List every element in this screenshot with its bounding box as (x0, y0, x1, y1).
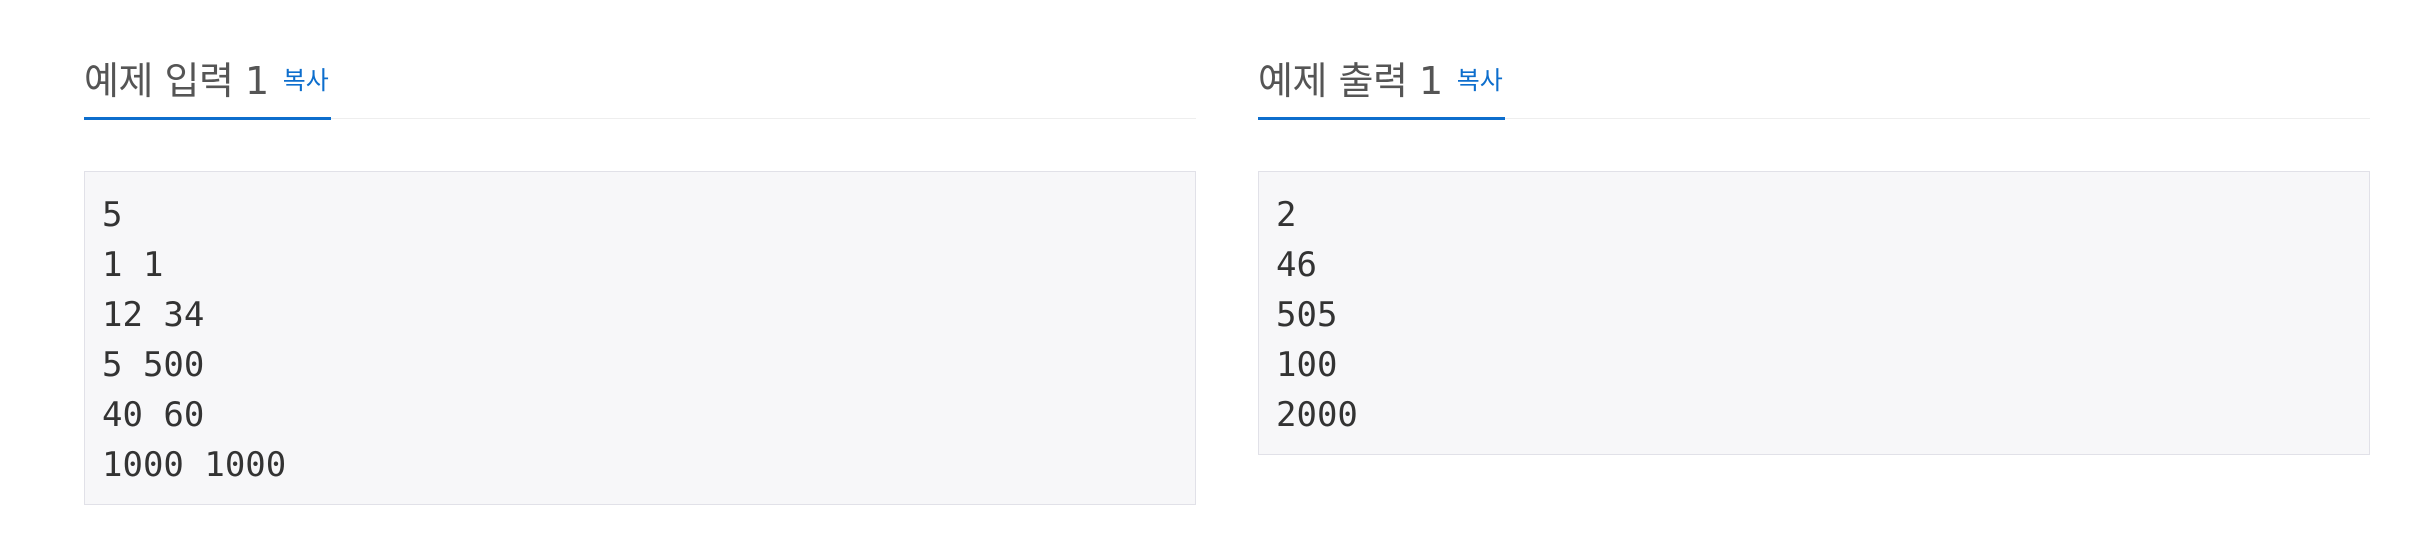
sample-output-line: 46 (1276, 245, 1317, 285)
sample-output-line: 2000 (1276, 395, 1358, 435)
sample-input-line: 5 (102, 195, 123, 235)
copy-input-button[interactable]: 복사 (282, 66, 329, 95)
sample-output-title: 예제 출력 1 (1258, 58, 1443, 103)
sample-input-title-wrap: 예제 입력 1 복사 (84, 37, 331, 120)
sample-output-headline: 예제 출력 1 복사 (1258, 37, 2370, 120)
sample-input-line: 12 34 (102, 295, 205, 335)
sample-input-line: 5 500 (102, 345, 205, 385)
sample-output-line: 2 (1276, 195, 1297, 235)
sample-output-line: 100 (1276, 345, 1338, 385)
copy-output-button[interactable]: 복사 (1456, 66, 1503, 95)
sample-output-title-wrap: 예제 출력 1 복사 (1258, 37, 1505, 120)
sample-input-title: 예제 입력 1 (84, 58, 269, 103)
sample-input-line: 40 60 (102, 395, 205, 435)
sample-input-line: 1000 1000 (102, 445, 287, 485)
sample-input-panel: 예제 입력 1 복사 5 1 1 12 34 5 500 40 60 1000 1000 (84, 40, 1196, 539)
sample-output-block[interactable]: 2 46 505 100 2000 (1258, 171, 2370, 455)
sample-output-panel: 예제 출력 1 복사 2 46 505 100 2000 (1258, 40, 2370, 489)
sample-input-headline: 예제 입력 1 복사 (84, 37, 1196, 120)
sample-output-line: 505 (1276, 295, 1338, 335)
sample-input-line: 1 1 (102, 245, 164, 285)
sample-input-block[interactable]: 5 1 1 12 34 5 500 40 60 1000 1000 (84, 171, 1196, 505)
